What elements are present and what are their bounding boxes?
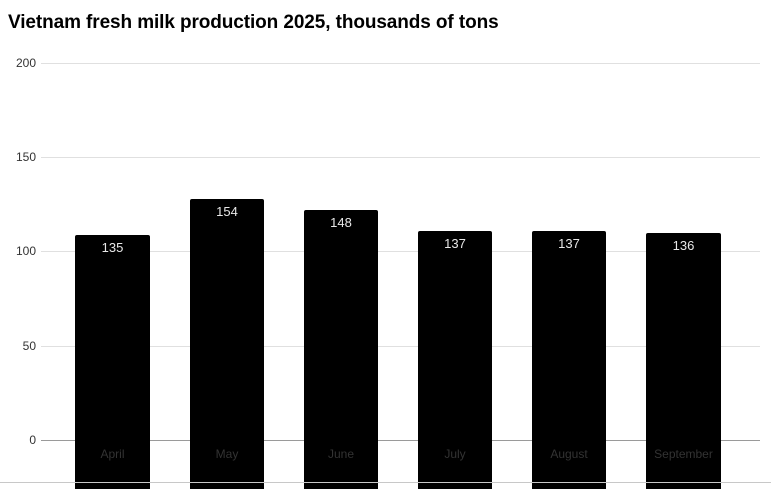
bar-april[interactable]: 135: [75, 235, 150, 489]
bar-value-august: 137: [558, 236, 580, 251]
ytick-label-150: 150: [15, 150, 36, 164]
bar-value-june: 148: [330, 215, 352, 230]
bar-value-september: 136: [672, 238, 695, 253]
xtick-label-june: June: [327, 447, 355, 461]
ytick-label-0: 0: [29, 433, 36, 447]
ytick-label-200: 200: [15, 56, 36, 70]
bar-value-april: 135: [101, 240, 124, 255]
xtick-label-august: August: [550, 447, 588, 461]
ytick-label-50: 50: [22, 339, 36, 353]
bottom-divider: [0, 482, 771, 483]
bar-may[interactable]: 154: [190, 199, 264, 489]
gridline-100: [41, 251, 760, 252]
gridline-200: [41, 63, 760, 64]
xtick-label-july: July: [444, 447, 466, 461]
chart-title: Vietnam fresh milk production 2025, thou…: [8, 12, 499, 33]
bar-value-july: 137: [444, 236, 466, 251]
xtick-label-september: September: [654, 447, 713, 461]
bar-august[interactable]: 137: [532, 231, 606, 489]
gridline-50: [41, 346, 760, 347]
bar-july[interactable]: 137: [418, 231, 492, 489]
ytick-label-100: 100: [15, 244, 36, 258]
bar-value-may: 154: [216, 204, 238, 219]
xtick-label-may: May: [215, 447, 239, 461]
gridline-150: [41, 157, 760, 158]
xtick-label-april: April: [100, 447, 125, 461]
axis-baseline: [41, 440, 760, 441]
